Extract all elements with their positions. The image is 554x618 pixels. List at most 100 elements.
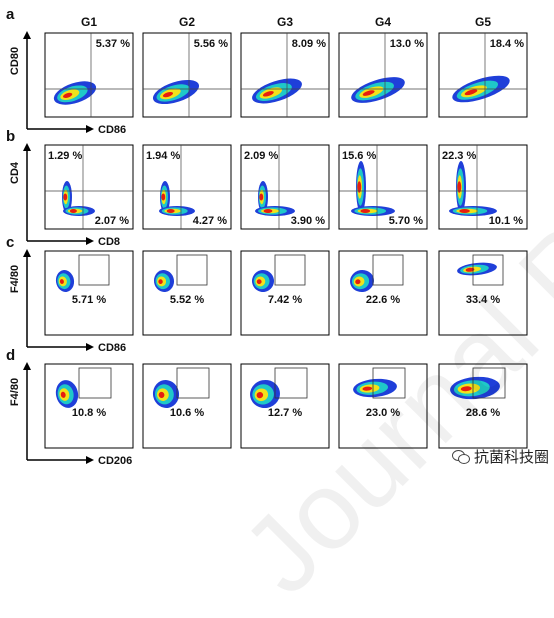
panel-grid: 5.37 % 5.56 % 8.09 % 13.0 % 18.4 % 1.29 % 2.07…: [44, 32, 528, 449]
density-blob: [69, 209, 77, 213]
row-letter-c: c: [6, 234, 14, 251]
density-blob: [256, 392, 264, 399]
percent-lower-c-2: 5.52 %: [170, 294, 204, 306]
percent-lower-d-1: 10.8 %: [72, 407, 106, 419]
density-blob: [162, 91, 174, 98]
panel-a-5: 18.4 %: [438, 32, 528, 118]
group-headers: G1 G2 G3 G4 G5: [81, 15, 491, 29]
panel-c-2: 5.52 %: [142, 250, 232, 336]
wechat-icon: [452, 449, 470, 464]
percent-lower-c-4: 22.6 %: [366, 294, 400, 306]
box-gate: [78, 254, 110, 286]
box-gate: [472, 367, 506, 399]
percent-lower-c-1: 5.71 %: [72, 294, 106, 306]
y-arrowhead: [23, 143, 31, 151]
y-arrowhead: [23, 362, 31, 370]
group-header-g2: G2: [179, 15, 195, 29]
panel-frame: [338, 32, 428, 118]
density-blob: [63, 92, 73, 98]
panel-d-2: 10.6 %: [142, 363, 232, 449]
percent-lower-b-1: 2.07 %: [95, 215, 129, 227]
percent-lower-d-4: 23.0 %: [366, 407, 400, 419]
panel-frame: [338, 363, 428, 449]
panel-a-4: 13.0 %: [338, 32, 428, 118]
box-gate: [372, 254, 404, 286]
percent-upper-a-2: 5.56 %: [194, 38, 228, 50]
row-letter-a: a: [6, 6, 15, 23]
percent-lower-c-5: 33.4 %: [466, 294, 500, 306]
x-axis-label-a: CD86: [98, 124, 126, 136]
percent-upper-b-2: 1.94 %: [146, 150, 180, 162]
panel-b-4: 15.6 % 5.70 %: [338, 144, 428, 230]
percent-upper-a-4: 13.0 %: [390, 38, 424, 50]
percent-upper-b-4: 15.6 %: [342, 150, 376, 162]
flow-cytometry-figure: G1 G2 G3 G4 G5 5.37 % 5.56 % 8.09 % 13.0 % 18.4 …: [6, 6, 528, 467]
row-axes: a CD80 CD86 b CD4 CD8 c F4/80 CD86 d F4/80 CD206: [6, 6, 132, 467]
panel-b-2: 1.94 % 4.27 %: [142, 144, 232, 230]
panel-d-1: 10.8 %: [44, 363, 134, 449]
y-axis-label-c: F4/80: [9, 265, 21, 293]
panel-frame: [240, 250, 330, 336]
panel-c-1: 5.71 %: [44, 250, 134, 336]
percent-upper-a-3: 8.09 %: [292, 38, 326, 50]
percent-upper-b-1: 1.29 %: [48, 150, 82, 162]
box-gate: [78, 367, 112, 399]
y-axis-label-a: CD80: [9, 47, 21, 75]
percent-upper-a-5: 18.4 %: [490, 38, 524, 50]
box-gate: [274, 367, 308, 399]
density-blob: [262, 91, 274, 97]
panel-c-4: 22.6 %: [338, 250, 428, 336]
density-blob: [465, 267, 475, 272]
percent-lower-b-5: 10.1 %: [489, 215, 523, 227]
x-arrowhead: [86, 237, 94, 245]
density-blob: [357, 181, 362, 193]
panel-frame: [438, 363, 528, 449]
percent-upper-a-1: 5.37 %: [96, 38, 130, 50]
density-blob: [457, 181, 462, 193]
density-blob: [460, 386, 472, 392]
density-blob: [360, 209, 371, 213]
percent-lower-d-5: 28.6 %: [466, 407, 500, 419]
x-axis-label-b: CD8: [98, 236, 120, 248]
panel-frame: [240, 363, 330, 449]
source-label-text: 抗菌科技圈: [474, 449, 550, 466]
x-axis-label-c: CD86: [98, 342, 126, 354]
percent-lower-d-2: 10.6 %: [170, 407, 204, 419]
x-arrowhead: [86, 456, 94, 464]
box-gate: [176, 254, 208, 286]
percent-upper-b-3: 2.09 %: [244, 150, 278, 162]
percent-lower-c-3: 7.42 %: [268, 294, 302, 306]
panel-frame: [142, 250, 232, 336]
y-arrowhead: [23, 249, 31, 257]
percent-lower-b-4: 5.70 %: [389, 215, 423, 227]
group-header-g3: G3: [277, 15, 293, 29]
panel-b-3: 2.09 % 3.90 %: [240, 144, 330, 230]
density-blob: [158, 279, 163, 285]
y-arrowhead: [23, 31, 31, 39]
x-axis-label-d: CD206: [98, 455, 132, 467]
panel-frame: [142, 363, 232, 449]
panel-d-5: 28.6 %: [438, 363, 528, 449]
source-label: 抗菌科技圈: [452, 446, 549, 467]
panel-d-3: 12.7 %: [240, 363, 330, 449]
panel-frame: [44, 250, 134, 336]
y-axis-label-b: CD4: [9, 161, 21, 184]
panel-frame: [44, 363, 134, 449]
row-letter-b: b: [6, 128, 15, 145]
panel-a-2: 5.56 %: [142, 32, 232, 118]
group-header-g5: G5: [475, 15, 491, 29]
x-arrowhead: [86, 343, 94, 351]
density-blob: [158, 391, 165, 399]
density-blob: [59, 279, 64, 284]
panel-frame: [338, 250, 428, 336]
box-gate: [472, 254, 504, 286]
panel-c-3: 7.42 %: [240, 250, 330, 336]
density-blob: [161, 193, 166, 201]
percent-lower-b-3: 3.90 %: [291, 215, 325, 227]
density-blob: [464, 89, 478, 96]
panel-d-4: 23.0 %: [338, 363, 428, 449]
x-arrowhead: [86, 125, 94, 133]
box-gate: [372, 367, 406, 399]
density-blob: [259, 193, 264, 201]
panel-c-5: 33.4 %: [438, 250, 528, 336]
